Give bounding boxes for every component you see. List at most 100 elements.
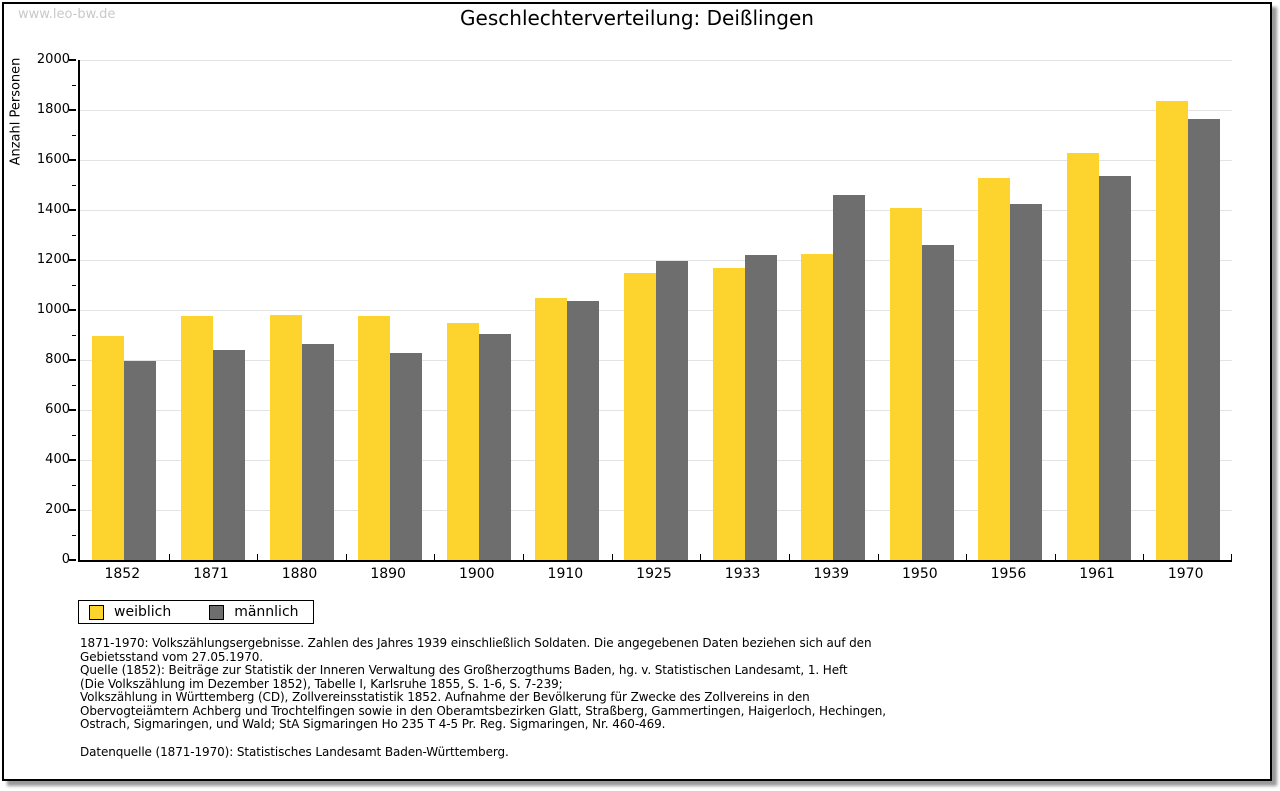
y-minor-tick (72, 285, 76, 286)
x-tick-label: 1970 (1167, 566, 1204, 582)
y-tick-label: 0 (61, 552, 70, 567)
legend-swatch-weiblich (89, 604, 104, 620)
y-major-tick (69, 359, 76, 361)
x-boundary-tick (257, 554, 259, 560)
bar-weiblich-1956 (978, 177, 1011, 560)
bar-männlich-1956 (1010, 203, 1043, 560)
bar-weiblich-1961 (1067, 152, 1100, 560)
bar-weiblich-1925 (624, 272, 656, 560)
watermark: www.leo-bw.de (18, 7, 116, 22)
x-boundary-tick (877, 554, 879, 560)
source-note-line: Ostrach, Sigmaringen, und Wald; StA Sigm… (80, 717, 666, 731)
bar-männlich-1871 (212, 350, 245, 560)
x-tick-label: 1950 (902, 566, 938, 582)
x-boundary-tick (1143, 554, 1145, 560)
bar-männlich-1890 (390, 352, 423, 560)
y-minor-tick (72, 385, 76, 386)
y-major-tick (69, 559, 76, 561)
y-major-tick (69, 209, 76, 211)
x-boundary-tick (700, 554, 702, 560)
bar-weiblich-1880 (269, 315, 302, 560)
y-tick-label: 1600 (36, 152, 70, 167)
y-major-tick (69, 459, 76, 461)
x-tick-label: 1939 (813, 566, 850, 582)
bar-weiblich-1890 (358, 316, 391, 560)
x-boundary-tick (345, 554, 347, 560)
x-tick-label: 1933 (724, 566, 761, 582)
x-boundary-tick (434, 554, 436, 560)
x-tick-label: 1871 (193, 566, 229, 582)
y-minor-tick (72, 185, 76, 186)
legend: weiblich männlich (78, 600, 314, 624)
x-boundary-tick (523, 554, 525, 560)
y-tick-label: 600 (45, 402, 70, 417)
x-tick-label: 1925 (636, 566, 672, 582)
bar-männlich-1970 (1187, 118, 1220, 560)
bar-weiblich-1950 (889, 207, 922, 560)
y-tick-label: 200 (45, 502, 70, 517)
bar-männlich-1880 (301, 343, 334, 560)
y-tick-label: 1800 (36, 102, 70, 117)
x-tick-label: 1961 (1079, 566, 1115, 582)
y-minor-tick (72, 135, 76, 136)
source-note-line: Volkszählung in Württemberg (CD), Zollve… (80, 690, 810, 704)
bar-weiblich-1871 (180, 316, 213, 560)
bar-männlich-1939 (833, 195, 866, 560)
bar-männlich-1900 (478, 333, 511, 560)
source-note-line: Gebietsstand vom 27.05.1970. (80, 649, 263, 664)
y-minor-tick (72, 485, 76, 486)
legend-label-maennlich: männlich (234, 604, 299, 620)
y-tick-label: 1400 (36, 202, 70, 217)
source-note-line: (Die Volkszählung im Dezember 1852), Tab… (80, 676, 563, 691)
chart-frame: www.leo-bw.de Geschlechterverteilung: De… (2, 2, 1272, 781)
y-tick-label: 1000 (36, 302, 70, 317)
y-major-tick (69, 259, 76, 261)
gridline (80, 110, 1232, 111)
y-minor-tick (72, 235, 76, 236)
source-note-line: 1871-1970: Volkszählungsergebnisse. Zahl… (80, 636, 872, 650)
bar-weiblich-1852 (92, 336, 125, 560)
bar-männlich-1910 (567, 301, 600, 560)
x-boundary-tick (1231, 554, 1232, 560)
x-tick-label: 1880 (281, 566, 318, 582)
chart-title: Geschlechterverteilung: Deißlingen (460, 6, 814, 30)
x-boundary-tick (168, 554, 170, 560)
y-major-tick (69, 159, 76, 161)
bar-männlich-1961 (1099, 176, 1132, 560)
datasource-note: Datenquelle (1871-1970): Statistisches L… (80, 745, 509, 759)
bar-weiblich-1970 (1155, 101, 1188, 560)
bar-männlich-1852 (124, 361, 157, 560)
source-note-line: Quelle (1852): Beiträge zur Statistik de… (80, 663, 848, 677)
x-tick-label: 1910 (547, 566, 584, 582)
legend-label-weiblich: weiblich (114, 604, 172, 620)
x-tick-label: 1900 (458, 566, 495, 582)
y-major-tick (69, 509, 76, 511)
bar-weiblich-1900 (446, 322, 479, 560)
y-major-tick (69, 59, 76, 61)
x-boundary-tick (611, 554, 613, 560)
legend-swatch-maennlich (209, 604, 225, 620)
y-tick-label: 400 (45, 452, 70, 467)
bar-weiblich-1910 (535, 297, 568, 560)
x-tick-label: 1890 (370, 566, 406, 582)
gridline (80, 210, 1232, 211)
y-major-tick (69, 309, 76, 311)
gridline (80, 260, 1232, 261)
x-boundary-tick (966, 554, 968, 560)
y-minor-tick (72, 435, 76, 436)
x-tick-label: 1852 (104, 566, 141, 582)
bar-männlich-1950 (921, 245, 954, 560)
y-minor-tick (72, 85, 76, 86)
bar-weiblich-1933 (712, 267, 745, 560)
bar-männlich-1933 (744, 255, 777, 560)
x-tick-label: 1956 (990, 566, 1027, 582)
bar-weiblich-1939 (801, 253, 834, 560)
source-notes: 1871-1970: Volkszählungsergebnisse. Zahl… (80, 636, 886, 732)
gridline (80, 60, 1232, 61)
y-tick-label: 800 (45, 352, 70, 367)
y-minor-tick (72, 335, 76, 336)
x-boundary-tick (788, 554, 790, 560)
gridline (80, 160, 1232, 161)
x-boundary-tick (1054, 554, 1056, 560)
plot-area (78, 60, 1232, 562)
